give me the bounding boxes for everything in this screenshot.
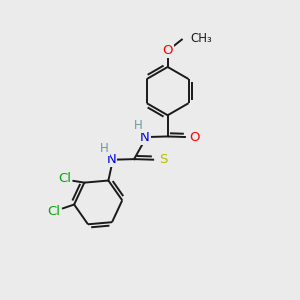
Text: H: H: [134, 119, 142, 132]
Text: O: O: [162, 44, 173, 57]
Text: CH₃: CH₃: [190, 32, 212, 46]
Text: Cl: Cl: [58, 172, 71, 185]
Text: S: S: [159, 153, 167, 166]
Text: N: N: [140, 130, 150, 143]
Text: N: N: [106, 153, 116, 166]
Text: H: H: [100, 142, 109, 155]
Text: O: O: [189, 130, 200, 143]
Text: Cl: Cl: [47, 205, 60, 218]
